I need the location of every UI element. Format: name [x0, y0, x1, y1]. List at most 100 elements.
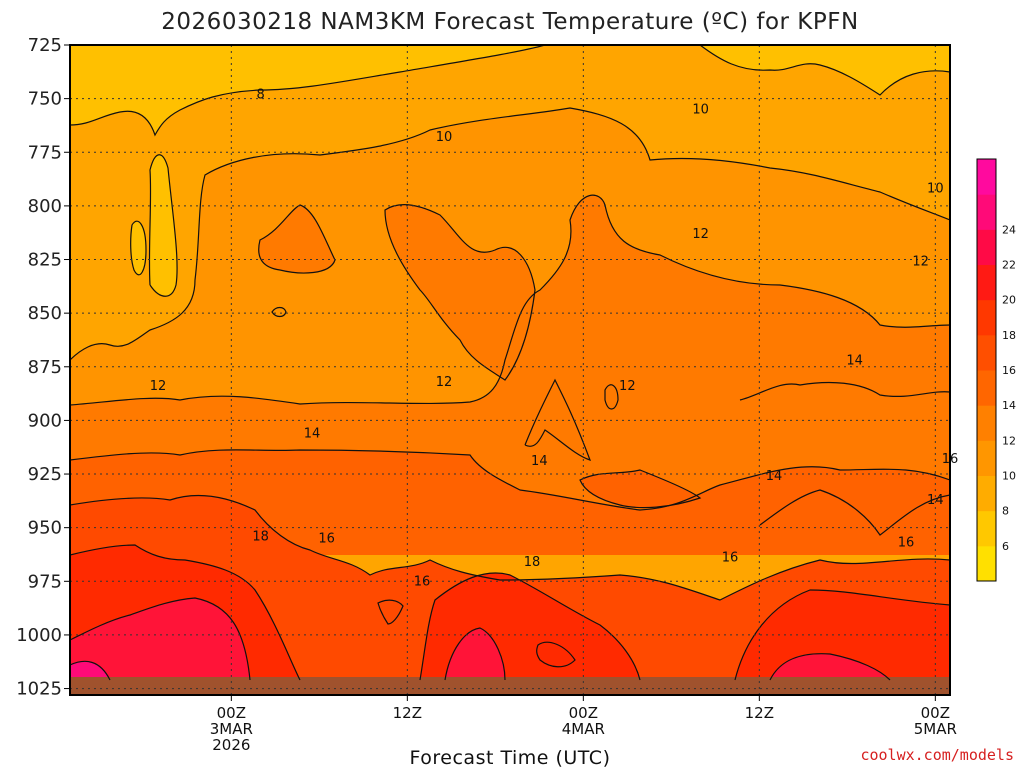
x-tick-label: 3MAR: [210, 720, 253, 738]
contour-14-small: [604, 384, 619, 410]
colorbar-swatch: [977, 194, 996, 230]
colorbar: 6 8 10 12 14 16 18 20 22 24: [976, 158, 1016, 582]
colorbar-tick-label: 12: [1002, 434, 1016, 447]
y-tick-label: 950: [28, 518, 62, 539]
contour-label: 10: [436, 130, 453, 145]
contour-label: 18: [252, 529, 269, 544]
chart-title: 2026030218 NAM3KM Forecast Temperature (…: [161, 9, 858, 35]
contour-8-blob: [130, 220, 147, 276]
contour-label: 14: [304, 426, 321, 441]
y-axis: 725 750 775 800 825 850 875 900 925 950 975 1000 102…: [16, 35, 70, 700]
blob-12-14-b: [385, 204, 535, 380]
y-tick-label: 775: [28, 142, 62, 163]
colorbar-tick-label: 18: [1002, 329, 1016, 342]
contour-20-right: [769, 653, 891, 681]
colorbar-swatch: [977, 405, 996, 441]
contour-18-right: [734, 589, 950, 681]
colorbar-tick-label: 16: [1002, 364, 1016, 377]
contour-label: 8: [257, 87, 265, 102]
temperature-bands: [70, 45, 950, 695]
contour-label: 12: [436, 375, 453, 390]
band-20-22-left: [70, 598, 250, 680]
contour-label: 14: [846, 353, 863, 368]
contour-8-tongue: [148, 154, 178, 297]
blob-12-14-a: [258, 205, 335, 273]
band-6-8-right: [700, 45, 950, 95]
contour-lines: [70, 45, 950, 681]
colorbar-swatch: [977, 299, 996, 336]
band-22-24: [70, 661, 110, 680]
y-tick-label: 1000: [16, 625, 62, 646]
colorbar-tick-label: 24: [1002, 223, 1016, 236]
colorbar-swatch: [977, 264, 996, 301]
y-tick-label: 850: [28, 303, 62, 324]
contour-16-right: [759, 489, 950, 536]
contour-22: [70, 660, 111, 681]
colorbar-tick-label: 20: [1002, 294, 1016, 307]
contour-label: 16: [898, 536, 915, 551]
y-tick-label: 800: [28, 196, 62, 217]
contour-10: [70, 107, 950, 361]
x-tick-label: 2026: [212, 736, 250, 754]
x-tick-label: 12Z: [745, 704, 774, 722]
y-tick-label: 975: [28, 571, 62, 592]
contour-label: 14: [531, 454, 548, 469]
colorbar-swatch: [977, 475, 996, 512]
y-tick-label: 925: [28, 464, 62, 485]
x-tick-label: 5MAR: [914, 720, 957, 738]
band-20-22-right: [770, 653, 890, 680]
x-axis-label: Forecast Time (UTC): [410, 747, 611, 768]
y-tick-label: 750: [28, 89, 62, 110]
contour-label: 18: [524, 555, 541, 570]
contour-14-right: [739, 381, 950, 401]
colorbar-swatch: [977, 159, 996, 195]
contour-20-blob: [536, 641, 576, 668]
contour-label: 16: [414, 574, 431, 589]
contour-20-mid: [444, 627, 506, 681]
colorbar-swatch: [977, 229, 996, 265]
contour-14: [70, 449, 950, 511]
contour-label: 14: [927, 493, 944, 508]
colorbar-tick-label: 6: [1002, 540, 1009, 553]
plot-frame: [69, 44, 951, 696]
colorbar-swatch: [977, 440, 996, 476]
contour-16: [70, 494, 950, 601]
colorbar-swatch: [977, 510, 996, 547]
x-tick-label: 00Z: [217, 704, 246, 722]
blob-14-16: [580, 470, 700, 508]
contour-14-blob: [579, 469, 702, 509]
contour-label: 16: [942, 452, 959, 467]
contour-label: 12: [692, 227, 709, 242]
y-tick-label: 900: [28, 410, 62, 431]
colorbar-swatch: [977, 545, 996, 582]
colorbar-frame: [976, 158, 997, 582]
contour-label: 10: [692, 102, 709, 117]
band-20-22-mid: [445, 628, 505, 680]
contour-12-small: [271, 306, 287, 318]
band-14-16: [70, 449, 950, 555]
contour-8-right: [699, 45, 950, 96]
contour-label: 10: [927, 182, 944, 197]
contour-label: 16: [722, 551, 739, 566]
y-tick-label: 725: [28, 35, 62, 56]
contour-12: [70, 194, 950, 406]
colorbar-tick-label: 22: [1002, 259, 1016, 272]
colorbar-swatch: [977, 370, 996, 406]
x-tick-label: 4MAR: [562, 720, 605, 738]
contour-18-mid: [419, 572, 641, 681]
contour-label: 12: [912, 255, 929, 270]
colorbar-tick-label: 10: [1002, 470, 1016, 483]
y-tick-label: 875: [28, 357, 62, 378]
band-18-20-right: [735, 590, 950, 680]
contour-20-left: [70, 597, 251, 681]
x-tick-label: 00Z: [569, 704, 598, 722]
y-tick-label: 1025: [16, 679, 62, 700]
grid-lines: [70, 45, 950, 695]
x-tick-label: 12Z: [393, 704, 422, 722]
contour-label: 12: [619, 379, 636, 394]
contour-18-left: [70, 544, 301, 681]
ground-surface: [70, 677, 950, 695]
colorbar-swatch: [977, 334, 996, 371]
